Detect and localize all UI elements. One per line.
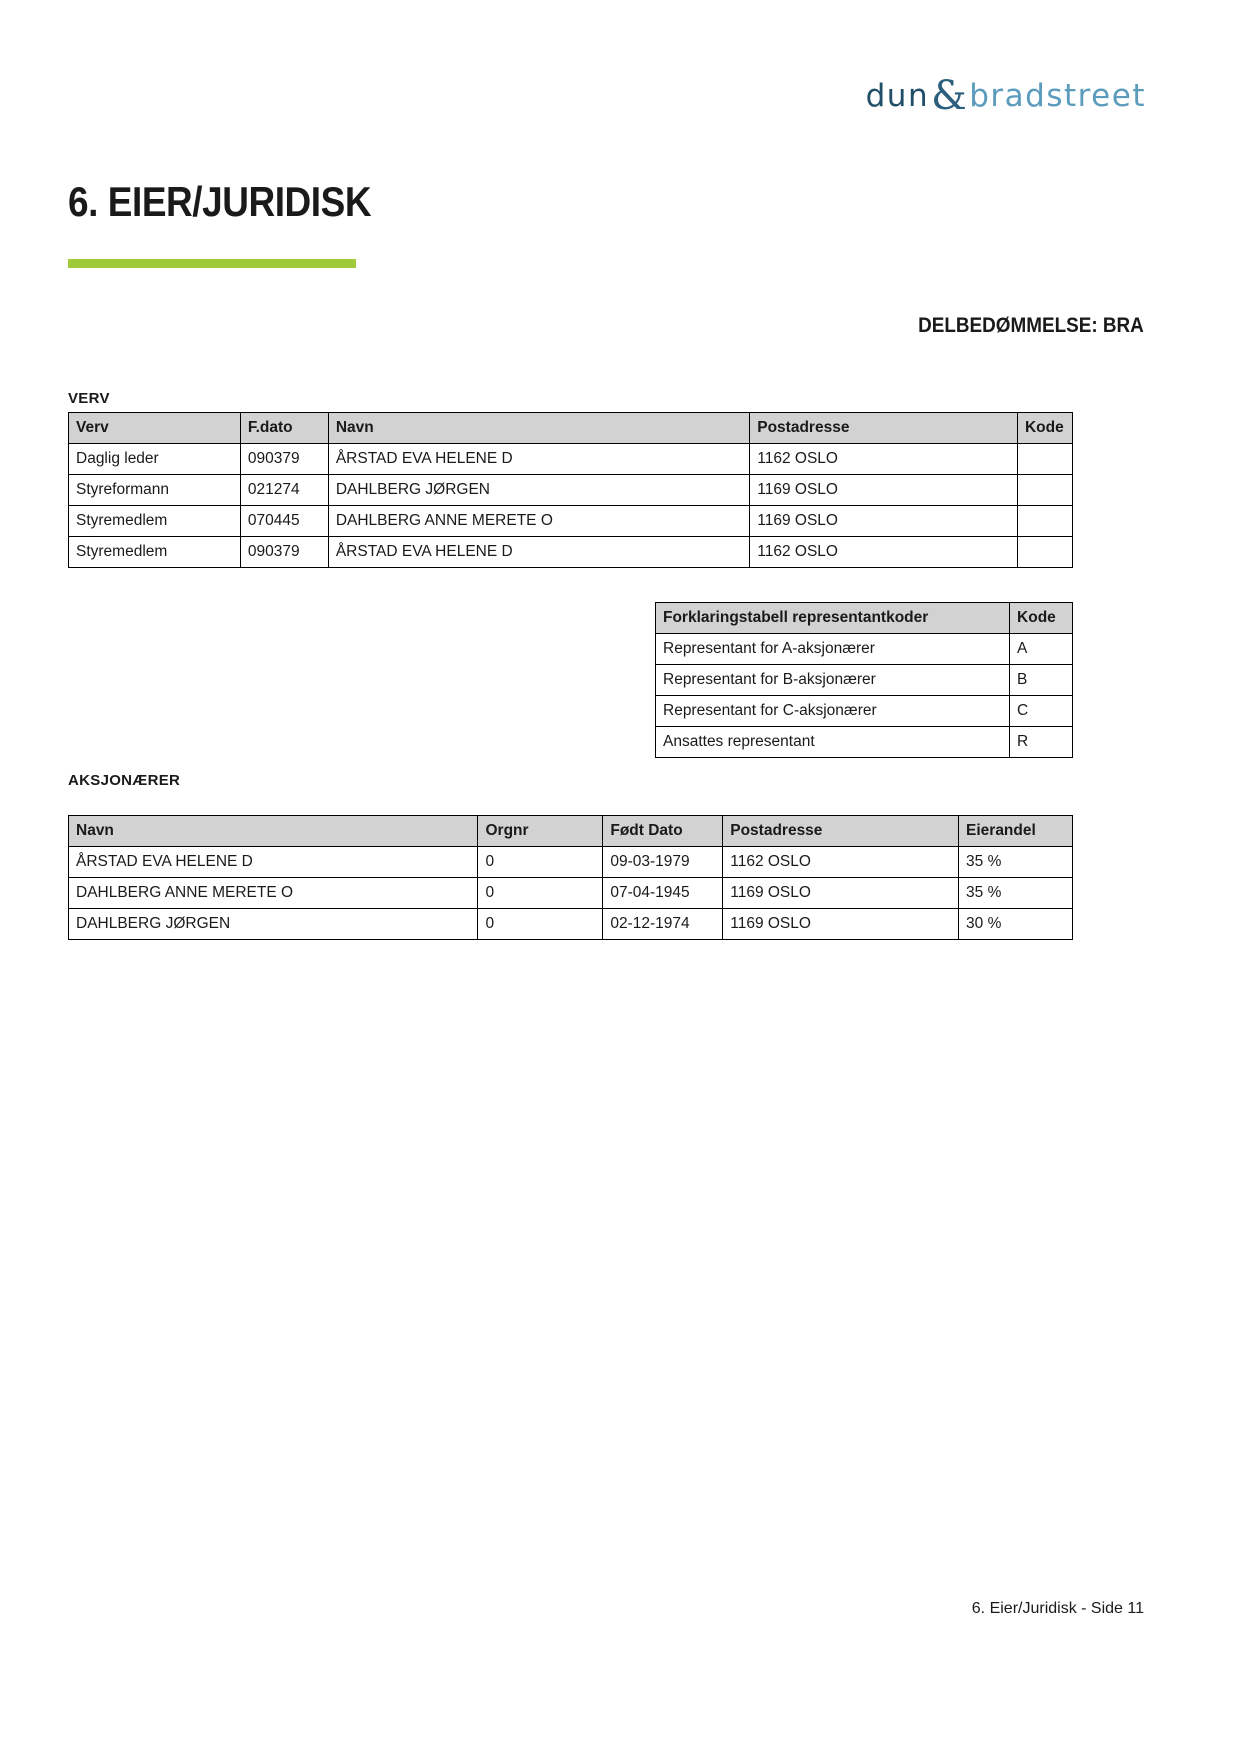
table-row: Ansattes representant R: [654, 726, 1073, 758]
column-header-forklaringstabell: Forklaringstabell representantkoder: [654, 602, 1011, 634]
column-header-navn: Navn: [327, 412, 751, 444]
cell-verv: Daglig leder: [68, 443, 241, 475]
dun-bradstreet-logo: dun & bradstreet: [865, 70, 1146, 119]
table-row: Styremedlem 070445 DAHLBERG ANNE MERETE …: [68, 505, 1074, 537]
cell-fdato: 090379: [239, 536, 329, 568]
column-header-eierandel: Eierandel: [958, 815, 1073, 847]
cell-postadresse: 1169 OSLO: [749, 474, 1018, 506]
cell-postadresse: 1162 OSLO: [749, 443, 1018, 475]
column-header-kode: Kode: [1009, 602, 1073, 634]
verv-table: Verv F.dato Navn Postadresse Kode Daglig…: [68, 412, 1074, 568]
cell-beskrivelse: Ansattes representant: [654, 726, 1011, 758]
cell-verv: Styremedlem: [68, 536, 241, 568]
cell-navn: ÅRSTAD EVA HELENE D: [67, 846, 479, 878]
cell-kode: A: [1009, 633, 1073, 665]
cell-kode: [1016, 505, 1074, 537]
section-label-aksjonaerer: AKSJONÆRER: [68, 772, 181, 789]
column-header-verv: Verv: [68, 412, 241, 444]
table-row: Representant for A-aksjonærer A: [654, 633, 1073, 665]
cell-fdato: 070445: [239, 505, 329, 537]
column-header-postadresse: Postadresse: [722, 815, 960, 847]
table-row: Styreformann 021274 DAHLBERG JØRGEN 1169…: [68, 474, 1074, 506]
cell-eierandel: 35 %: [958, 877, 1073, 909]
title-accent-rule: [68, 259, 356, 268]
cell-beskrivelse: Representant for B-aksjonærer: [654, 664, 1011, 696]
cell-fodt-dato: 02-12-1974: [602, 908, 724, 940]
cell-fodt-dato: 07-04-1945: [602, 877, 724, 909]
table-row: Daglig leder 090379 ÅRSTAD EVA HELENE D …: [68, 443, 1074, 475]
cell-navn: DAHLBERG ANNE MERETE O: [67, 877, 479, 909]
cell-orgnr: 0: [477, 908, 604, 940]
cell-kode: [1016, 474, 1074, 506]
cell-fdato: 021274: [239, 474, 329, 506]
cell-kode: [1016, 443, 1074, 475]
cell-navn: DAHLBERG JØRGEN: [327, 474, 751, 506]
cell-postadresse: 1169 OSLO: [722, 877, 960, 909]
page-title: 6. EIER/JURIDISK: [68, 178, 372, 225]
table-row: DAHLBERG ANNE MERETE O 0 07-04-1945 1169…: [67, 877, 1073, 909]
table-row: ÅRSTAD EVA HELENE D 0 09-03-1979 1162 OS…: [67, 846, 1073, 878]
page-footer: 6. Eier/Juridisk - Side 11: [971, 1600, 1144, 1617]
table-header-row: Navn Orgnr Født Dato Postadresse Eierand…: [67, 815, 1073, 847]
representantkoder-legend-table: Forklaringstabell representantkoder Kode…: [654, 602, 1073, 758]
logo-text-dun: dun: [865, 78, 930, 114]
section-label-verv: VERV: [68, 390, 110, 407]
column-header-postadresse: Postadresse: [749, 412, 1018, 444]
cell-postadresse: 1162 OSLO: [722, 846, 960, 878]
column-header-fdato: F.dato: [239, 412, 329, 444]
cell-navn: DAHLBERG ANNE MERETE O: [327, 505, 751, 537]
cell-postadresse: 1169 OSLO: [749, 505, 1018, 537]
cell-postadresse: 1162 OSLO: [749, 536, 1018, 568]
column-header-navn: Navn: [67, 815, 479, 847]
sub-verdict-label: DELBEDØMMELSE: BRA: [918, 314, 1144, 337]
cell-navn: DAHLBERG JØRGEN: [67, 908, 479, 940]
table-header-row: Forklaringstabell representantkoder Kode: [654, 602, 1073, 634]
table-row: Representant for C-aksjonærer C: [654, 695, 1073, 727]
aksjonaerer-table: Navn Orgnr Født Dato Postadresse Eierand…: [67, 815, 1073, 940]
column-header-kode: Kode: [1016, 412, 1074, 444]
logo-ampersand-icon: &: [931, 73, 968, 119]
table-header-row: Verv F.dato Navn Postadresse Kode: [68, 412, 1074, 444]
column-header-fodt-dato: Født Dato: [602, 815, 724, 847]
table-row: Styremedlem 090379 ÅRSTAD EVA HELENE D 1…: [68, 536, 1074, 568]
cell-orgnr: 0: [477, 877, 604, 909]
cell-verv: Styremedlem: [68, 505, 241, 537]
cell-beskrivelse: Representant for A-aksjonærer: [654, 633, 1011, 665]
cell-eierandel: 35 %: [958, 846, 1073, 878]
cell-kode: B: [1009, 664, 1073, 696]
cell-navn: ÅRSTAD EVA HELENE D: [327, 443, 751, 475]
column-header-orgnr: Orgnr: [477, 815, 604, 847]
cell-verv: Styreformann: [68, 474, 241, 506]
table-row: DAHLBERG JØRGEN 0 02-12-1974 1169 OSLO 3…: [67, 908, 1073, 940]
cell-eierandel: 30 %: [958, 908, 1073, 940]
cell-beskrivelse: Representant for C-aksjonærer: [654, 695, 1011, 727]
cell-kode: R: [1009, 726, 1073, 758]
cell-fdato: 090379: [239, 443, 329, 475]
table-row: Representant for B-aksjonærer B: [654, 664, 1073, 696]
logo-text-bradstreet: bradstreet: [969, 78, 1146, 114]
cell-kode: [1016, 536, 1074, 568]
cell-fodt-dato: 09-03-1979: [602, 846, 724, 878]
cell-kode: C: [1009, 695, 1073, 727]
cell-orgnr: 0: [477, 846, 604, 878]
cell-postadresse: 1169 OSLO: [722, 908, 960, 940]
cell-navn: ÅRSTAD EVA HELENE D: [327, 536, 751, 568]
